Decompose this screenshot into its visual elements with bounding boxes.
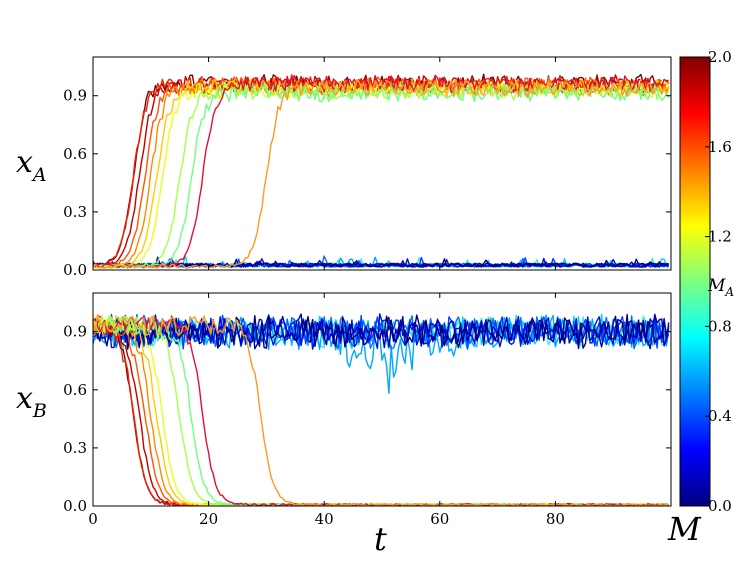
colorbar-gradient xyxy=(680,57,710,506)
bottom-y-ticks: 0.0 0.3 0.6 0.9 xyxy=(63,323,671,515)
series-line-M-0_15 xyxy=(93,313,670,350)
y-tick-label: 0.9 xyxy=(63,87,87,105)
x-tick-label: 40 xyxy=(315,510,334,528)
y-tick-label: 0.9 xyxy=(63,323,87,341)
y-tick-label: 0.6 xyxy=(63,145,87,163)
bottom-y-axis-label: xB xyxy=(16,381,47,422)
top-axes-frame xyxy=(92,56,672,271)
y-tick-label: 0.6 xyxy=(63,381,87,399)
bottom-axes-frame xyxy=(92,292,672,507)
panel-bottom: 0.0 0.3 0.6 0.9 0 20 40 60 80 xB t xyxy=(16,292,672,558)
corner-m-label: M xyxy=(667,510,702,548)
x-tick-label: 60 xyxy=(430,510,449,528)
x-tick-label: 80 xyxy=(546,510,565,528)
x-tick-label: 0 xyxy=(88,510,98,528)
top-y-axis-label: xA xyxy=(16,145,47,186)
colorbar: 2.0 1.6 1.2 0.8 0.4 0.0 MA xyxy=(679,48,734,515)
colorbar-ticks: 2.0 1.6 1.2 0.8 0.4 0.0 xyxy=(705,48,732,515)
bottom-x-ticks: 0 20 40 60 80 xyxy=(88,293,565,528)
bottom-series-group xyxy=(93,313,670,506)
series-line-M-1_5 xyxy=(93,314,669,506)
series-line-M-1_9 xyxy=(93,74,669,269)
series-line-M-0_15 xyxy=(93,258,669,268)
y-tick-label: 0.0 xyxy=(63,261,87,279)
colorbar-tick-label: 0.4 xyxy=(708,407,732,425)
y-tick-label: 0.0 xyxy=(63,497,87,515)
series-line-M-1_05 xyxy=(93,82,670,269)
colorbar-label: MA xyxy=(707,276,734,299)
y-tick-label: 0.3 xyxy=(63,203,87,221)
colorbar-tick-label: 0.0 xyxy=(708,497,732,515)
colorbar-tick-label: 0.8 xyxy=(708,317,732,335)
colorbar-tick-label: 1.2 xyxy=(708,228,732,246)
top-y-ticks: 0.0 0.3 0.6 0.9 xyxy=(63,57,671,279)
series-line-M-1_5 xyxy=(93,78,670,269)
x-tick-label: 20 xyxy=(199,510,218,528)
x-axis-label: t xyxy=(374,520,387,558)
colorbar-frame xyxy=(679,56,711,507)
colorbar-tick-label: 2.0 xyxy=(708,48,732,66)
y-tick-label: 0.3 xyxy=(63,439,87,457)
panel-top: 0.0 0.3 0.6 0.9 xA xyxy=(16,56,672,279)
colorbar-tick-label: 1.6 xyxy=(708,138,732,156)
top-series-group xyxy=(93,73,670,269)
